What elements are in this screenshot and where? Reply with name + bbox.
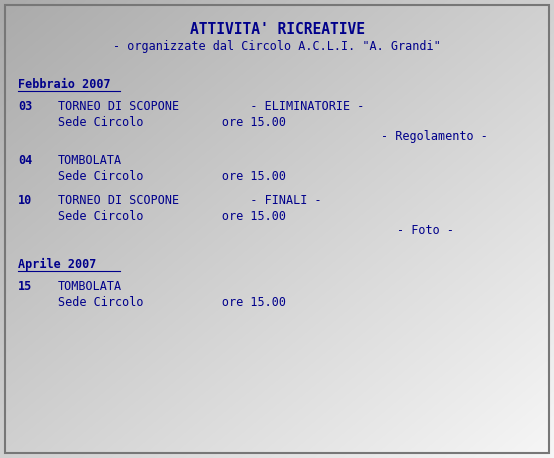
Text: Sede Circolo           ore 15.00: Sede Circolo ore 15.00 bbox=[58, 116, 286, 129]
Text: TOMBOLATA: TOMBOLATA bbox=[58, 154, 122, 167]
Text: TOMBOLATA: TOMBOLATA bbox=[58, 280, 122, 293]
Text: Aprile 2007: Aprile 2007 bbox=[18, 258, 96, 271]
Text: Sede Circolo           ore 15.00: Sede Circolo ore 15.00 bbox=[58, 170, 286, 183]
Text: 03: 03 bbox=[18, 100, 32, 113]
Text: 10: 10 bbox=[18, 194, 32, 207]
Text: TORNEO DI SCOPONE          - FINALI -: TORNEO DI SCOPONE - FINALI - bbox=[58, 194, 322, 207]
Text: TORNEO DI SCOPONE          - ELIMINATORIE -: TORNEO DI SCOPONE - ELIMINATORIE - bbox=[58, 100, 365, 113]
Text: - Regolamento -: - Regolamento - bbox=[381, 130, 488, 143]
Text: 04: 04 bbox=[18, 154, 32, 167]
Text: Sede Circolo           ore 15.00: Sede Circolo ore 15.00 bbox=[58, 210, 286, 223]
Text: 15: 15 bbox=[18, 280, 32, 293]
Text: - organizzate dal Circolo A.C.L.I. "A. Grandi": - organizzate dal Circolo A.C.L.I. "A. G… bbox=[113, 40, 441, 53]
Text: - Foto -: - Foto - bbox=[397, 224, 454, 237]
Text: Sede Circolo           ore 15.00: Sede Circolo ore 15.00 bbox=[58, 296, 286, 309]
Text: ATTIVITA' RICREATIVE: ATTIVITA' RICREATIVE bbox=[189, 22, 365, 37]
Text: Febbraio 2007: Febbraio 2007 bbox=[18, 78, 111, 91]
